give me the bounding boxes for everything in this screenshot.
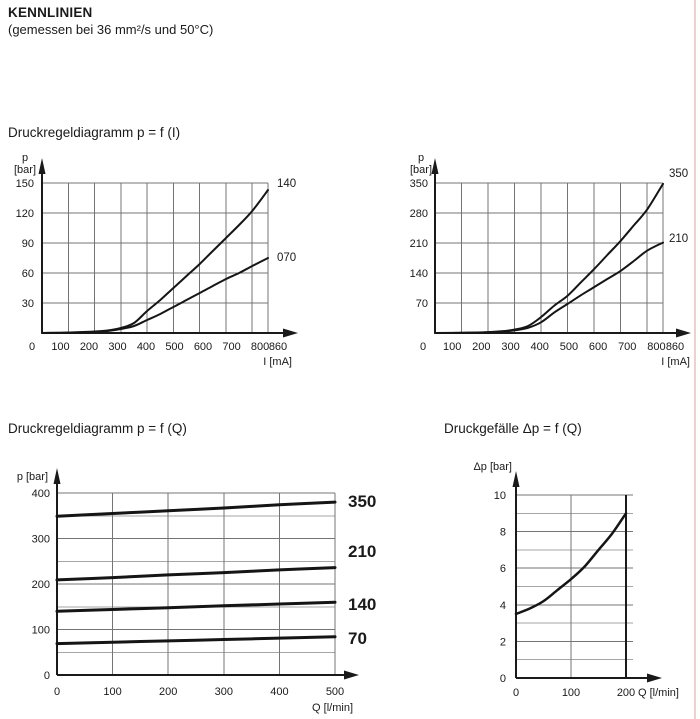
svg-text:100: 100: [562, 687, 580, 699]
svg-text:10: 10: [494, 490, 506, 502]
chart-druckgefaelle-dp-f-q: 0 100 200 0 2 4 6 8 10 Q [l/min] Δp [bar]: [473, 461, 679, 699]
svg-text:100: 100: [51, 341, 69, 353]
svg-text:400: 400: [531, 341, 549, 353]
svg-text:140: 140: [410, 268, 428, 280]
svg-text:500: 500: [560, 341, 578, 353]
svg-text:0: 0: [420, 341, 426, 353]
svg-text:300: 300: [501, 341, 519, 353]
page-title: KENNLINIEN: [8, 5, 93, 20]
section-heading-druckregel-p-f-i: Druckregeldiagramm p = f (I): [8, 125, 181, 140]
chart-druckregel-p-f-i-140-070: 0 100 200 300 400 500 600 700 800 860 30 60 90 120 150…: [14, 152, 298, 368]
svg-text:0: 0: [44, 670, 50, 682]
svg-text:I [mA]: I [mA]: [661, 356, 690, 368]
svg-text:210: 210: [410, 238, 428, 250]
svg-text:Q [l/min]: Q [l/min]: [638, 687, 679, 699]
svg-text:800: 800: [251, 341, 269, 353]
svg-text:070: 070: [277, 252, 296, 264]
page-right-border: [694, 0, 696, 719]
svg-text:300: 300: [32, 534, 50, 546]
svg-text:200: 200: [80, 341, 98, 353]
svg-text:Δp [bar]: Δp [bar]: [473, 461, 512, 473]
svg-text:140: 140: [277, 178, 296, 190]
svg-text:600: 600: [194, 341, 212, 353]
svg-text:150: 150: [16, 178, 34, 190]
svg-text:0: 0: [29, 341, 35, 353]
svg-text:2: 2: [500, 636, 506, 648]
svg-text:200: 200: [32, 579, 50, 591]
svg-text:100: 100: [443, 341, 461, 353]
section-heading-druckgefaelle-dp-f-q: Druckgefälle Δp = f (Q): [444, 421, 582, 436]
svg-text:600: 600: [589, 341, 607, 353]
svg-text:210: 210: [669, 233, 688, 245]
svg-text:800: 800: [647, 341, 665, 353]
svg-text:210: 210: [348, 542, 376, 561]
svg-text:200: 200: [472, 341, 490, 353]
svg-text:350: 350: [669, 168, 688, 180]
svg-text:500: 500: [326, 686, 344, 698]
svg-text:500: 500: [165, 341, 183, 353]
page-subtitle: (gemessen bei 36 mm²/s und 50°C): [8, 22, 214, 37]
svg-text:860: 860: [269, 341, 287, 353]
svg-text:0: 0: [54, 686, 60, 698]
svg-text:4: 4: [500, 600, 506, 612]
svg-text:300: 300: [108, 341, 126, 353]
svg-text:140: 140: [348, 595, 376, 614]
svg-text:p: p: [22, 152, 28, 164]
section-heading-druckregel-p-f-q: Druckregeldiagramm p = f (Q): [8, 421, 187, 436]
svg-text:6: 6: [500, 563, 506, 575]
svg-text:400: 400: [137, 341, 155, 353]
svg-text:100: 100: [103, 686, 121, 698]
svg-text:p: p: [418, 152, 424, 164]
svg-text:30: 30: [22, 298, 34, 310]
svg-text:280: 280: [410, 208, 428, 220]
svg-text:Q [l/min]: Q [l/min]: [312, 702, 353, 714]
svg-text:90: 90: [22, 238, 34, 250]
svg-text:0: 0: [513, 687, 519, 699]
svg-text:0: 0: [500, 673, 506, 685]
svg-text:100: 100: [32, 625, 50, 637]
svg-text:70: 70: [348, 629, 367, 648]
svg-text:350: 350: [348, 492, 376, 511]
svg-text:350: 350: [410, 178, 428, 190]
chart-druckregel-p-f-q: 0 100 200 300 400 500 0 100 200 300 400 Q [l/min] p …: [17, 468, 376, 714]
svg-text:700: 700: [222, 341, 240, 353]
svg-text:p [bar]: p [bar]: [17, 471, 48, 483]
svg-text:60: 60: [22, 268, 34, 280]
chart-druckregel-p-f-i-350-210: 0 100 200 300 400 500 600 700 800 860 70 140 210 280 3…: [410, 152, 691, 368]
svg-text:700: 700: [618, 341, 636, 353]
svg-text:200: 200: [159, 686, 177, 698]
svg-text:120: 120: [16, 208, 34, 220]
svg-text:[bar]: [bar]: [410, 164, 432, 176]
svg-text:[bar]: [bar]: [14, 164, 36, 176]
svg-text:860: 860: [666, 341, 684, 353]
svg-text:400: 400: [32, 488, 50, 500]
svg-text:I [mA]: I [mA]: [263, 356, 292, 368]
svg-text:400: 400: [270, 686, 288, 698]
svg-text:300: 300: [215, 686, 233, 698]
svg-text:200: 200: [617, 687, 635, 699]
svg-text:70: 70: [416, 298, 428, 310]
svg-text:8: 8: [500, 527, 506, 539]
